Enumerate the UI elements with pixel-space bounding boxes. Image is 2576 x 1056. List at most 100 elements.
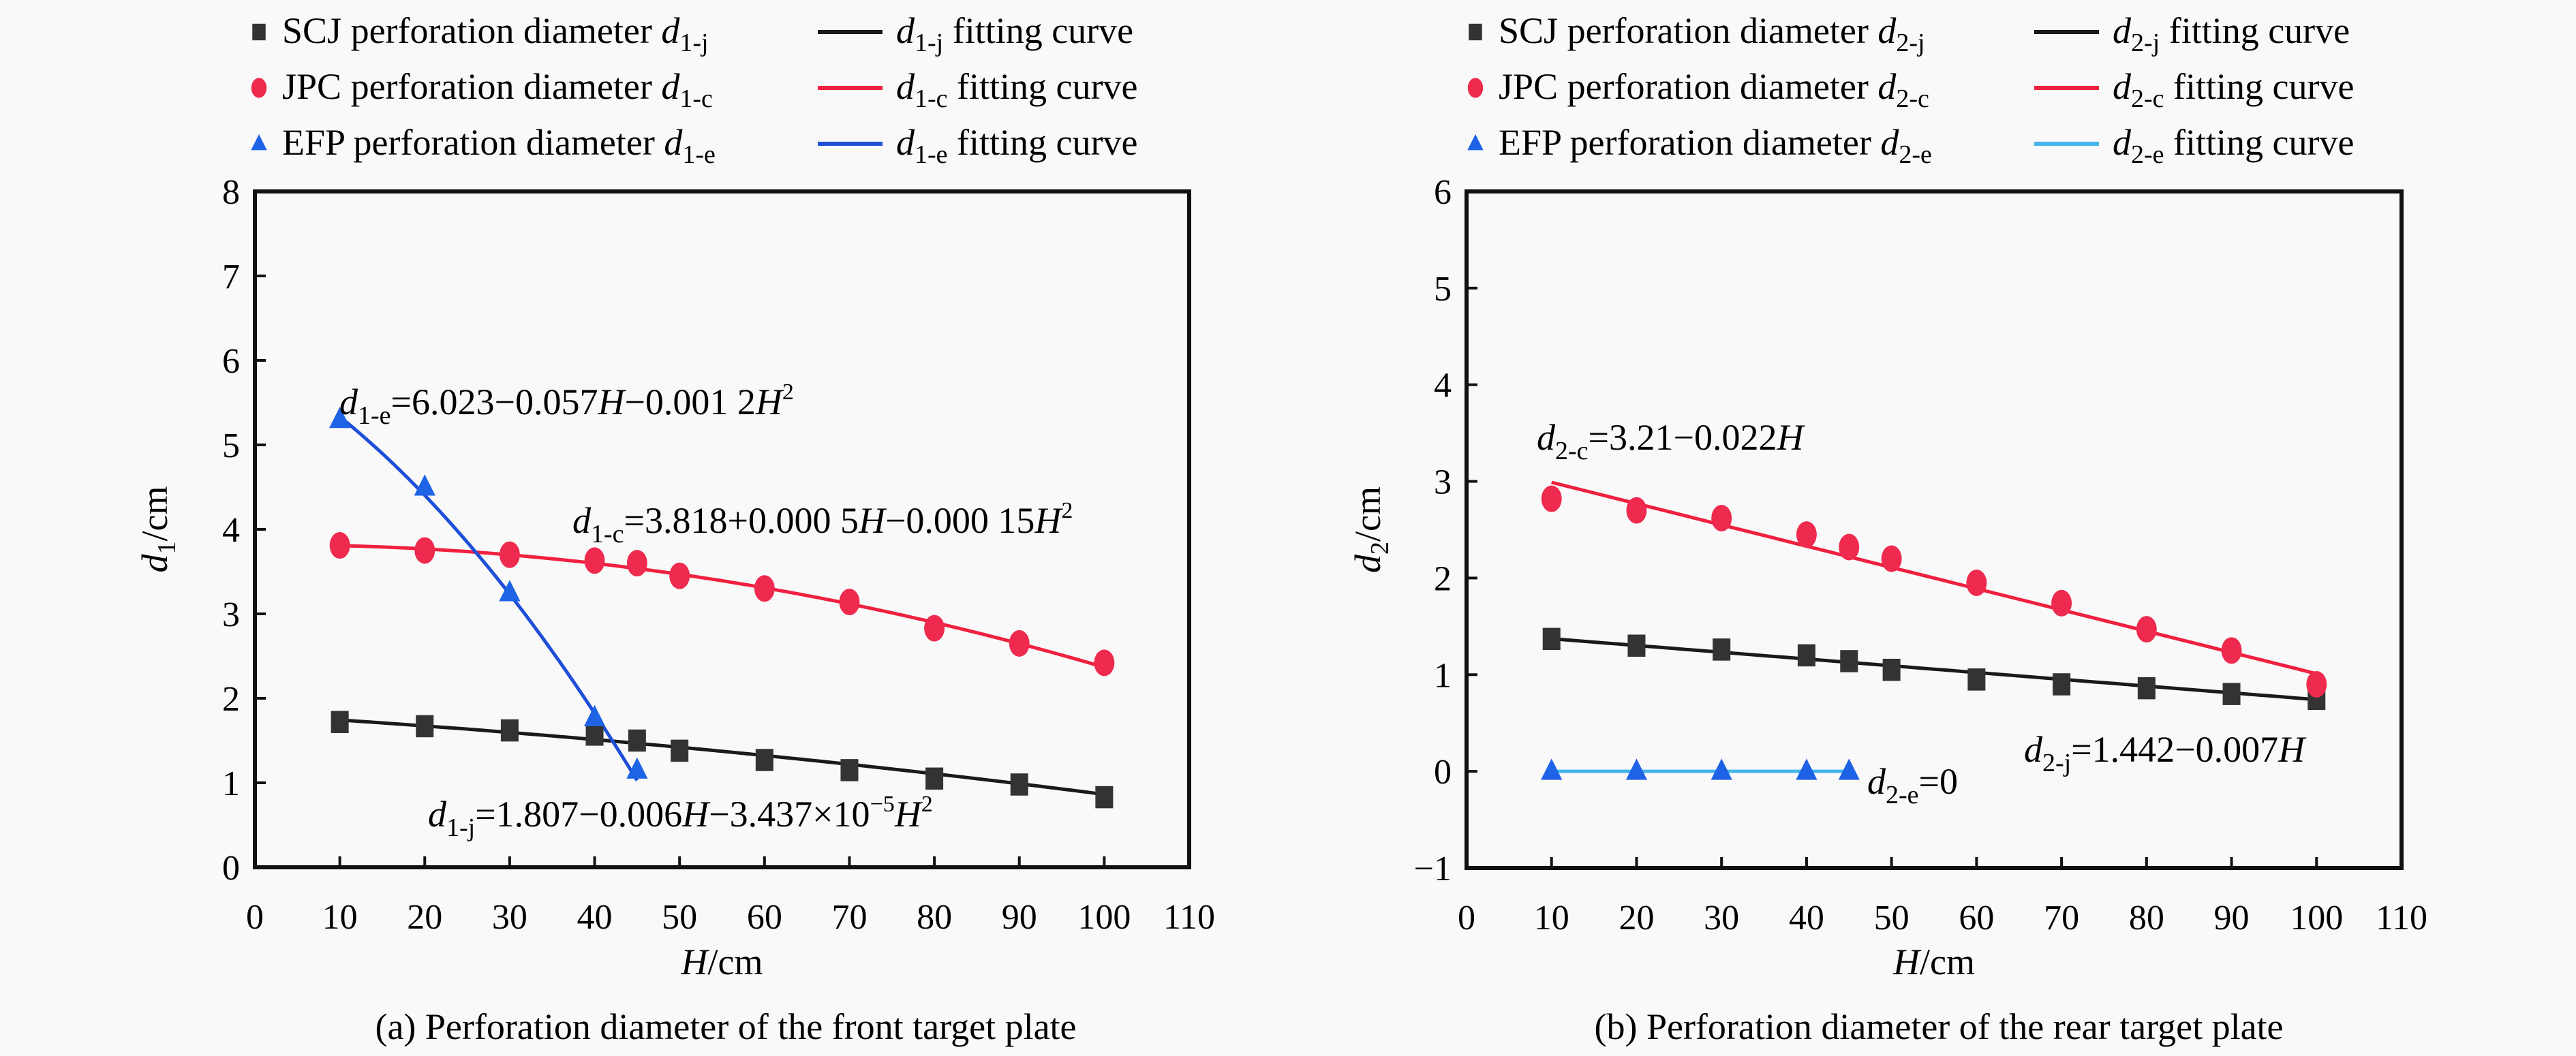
data-point-1-j bbox=[1010, 773, 1028, 796]
y-tick-label: 7 bbox=[222, 258, 240, 296]
plot-area-rear bbox=[1541, 480, 2327, 780]
data-point-2-j bbox=[1797, 644, 1815, 667]
x-tick-label: 20 bbox=[1619, 899, 1654, 937]
legend-label: SCJ perforation diameter d1-j bbox=[282, 10, 709, 57]
equation-2-j: d2-j=1.442−0.007H bbox=[2024, 729, 2307, 777]
legend-marker-triangle-icon bbox=[251, 134, 267, 151]
x-tick-label: 50 bbox=[1874, 899, 1910, 937]
data-point-1-c bbox=[754, 575, 775, 602]
y-tick-label: 5 bbox=[1434, 270, 1452, 309]
equation-1-c: d1-c=3.818+0.000 5H−0.000 15H2 bbox=[572, 498, 1073, 548]
y-tick-label: 6 bbox=[1434, 173, 1452, 212]
data-point-2-c bbox=[1711, 504, 1732, 531]
legend-item-triangle: EFP perforation diameter d2-e d2-e fittin… bbox=[1467, 122, 2354, 169]
data-point-1-c bbox=[1094, 649, 1115, 677]
legend-marker-circle-icon bbox=[1467, 78, 1484, 98]
data-point-2-c bbox=[2221, 637, 2242, 664]
data-point-1-j bbox=[331, 711, 349, 733]
legend-fit-label: d2-c fitting curve bbox=[2113, 66, 2354, 113]
data-point-1-j bbox=[1095, 786, 1114, 809]
legend-rear: SCJ perforation diameter d2-j d2-j fittin… bbox=[1467, 10, 2354, 169]
legend-front: SCJ perforation diameter d1-j d1-j fittin… bbox=[251, 10, 1137, 169]
data-point-1-j bbox=[585, 724, 604, 746]
x-tick-label: 60 bbox=[747, 898, 782, 937]
data-point-2-c bbox=[1541, 485, 1562, 512]
data-point-2-j bbox=[2053, 673, 2071, 696]
plot-frame bbox=[1465, 189, 2404, 870]
x-tick-label: 110 bbox=[2376, 899, 2427, 937]
y-tick-label: 0 bbox=[1434, 753, 1452, 792]
data-point-1-c bbox=[1009, 630, 1030, 657]
data-point-1-c bbox=[499, 541, 520, 568]
y-tick-label: 4 bbox=[222, 511, 240, 550]
legend-item-circle: JPC perforation diameter d1-c d1-c fittin… bbox=[251, 66, 1137, 113]
legend-marker-square-icon bbox=[1469, 23, 1482, 41]
legend-fit-label: d1-j fitting curve bbox=[896, 10, 1133, 57]
data-point-1-j bbox=[628, 729, 646, 752]
data-point-1-e bbox=[626, 757, 648, 779]
data-point-2-c bbox=[1966, 570, 1987, 597]
data-point-2-c bbox=[1881, 545, 1902, 572]
x-tick-label: 70 bbox=[2044, 899, 2079, 937]
y-tick-label: 2 bbox=[1434, 559, 1452, 598]
y-tick-label: 1 bbox=[222, 764, 240, 803]
legend-item-triangle: EFP perforation diameter d1-e d1-e fittin… bbox=[251, 122, 1137, 169]
x-tick-label: 0 bbox=[1458, 899, 1475, 937]
data-point-1-c bbox=[626, 550, 647, 577]
chart-front-plate: SCJ perforation diameter d1-j d1-j fittin… bbox=[134, 10, 1215, 1047]
x-axis-label: H/cm bbox=[1892, 942, 1975, 982]
data-point-2-j bbox=[2137, 677, 2156, 700]
legend-label: JPC perforation diameter d2-c bbox=[1499, 66, 1929, 113]
data-point-1-c bbox=[414, 537, 435, 564]
data-point-2-j bbox=[1882, 658, 1901, 681]
legend-item-square: SCJ perforation diameter d1-j d1-j fittin… bbox=[252, 10, 1133, 57]
legend-label: SCJ perforation diameter d2-j bbox=[1499, 10, 1925, 57]
data-point-1-j bbox=[925, 767, 944, 790]
x-axis-label: H/cm bbox=[681, 942, 763, 982]
y-tick-label: 6 bbox=[222, 342, 240, 381]
data-point-1-e bbox=[583, 704, 606, 726]
data-point-2-c bbox=[2306, 670, 2327, 698]
data-point-2-e bbox=[1541, 758, 1563, 780]
data-point-1-e bbox=[414, 474, 435, 496]
y-axis-label: d2/cm bbox=[1347, 486, 1394, 573]
data-point-2-j bbox=[1542, 627, 1561, 651]
data-point-2-c bbox=[1839, 533, 1860, 561]
y-tick-label: 5 bbox=[222, 426, 240, 465]
equation-1-j: d1-j=1.807−0.006H−3.437×10−5H2 bbox=[428, 792, 933, 842]
data-point-2-j bbox=[2222, 683, 2241, 705]
fit-curve-2-j bbox=[1551, 637, 2317, 702]
x-tick-label: 0 bbox=[246, 898, 264, 937]
legend-marker-square-icon bbox=[252, 23, 266, 41]
x-tick-label: 30 bbox=[492, 898, 527, 937]
data-point-1-c bbox=[584, 547, 605, 574]
data-point-1-j bbox=[840, 759, 859, 781]
fit-curve-1-c bbox=[339, 544, 1105, 669]
y-tick-label: 3 bbox=[1434, 463, 1452, 502]
x-tick-label: 70 bbox=[831, 898, 867, 937]
legend-item-circle: JPC perforation diameter d2-c d2-c fittin… bbox=[1467, 66, 2354, 113]
axes-rear: 0 10 20 30 40 50 60 70 80 90 100 110−10123456H/cmd2… bbox=[1347, 173, 2427, 982]
data-point-2-j bbox=[1713, 638, 1731, 661]
fit-curve-1-e bbox=[339, 415, 639, 781]
x-tick-label: 40 bbox=[1789, 899, 1824, 937]
legend-item-square: SCJ perforation diameter d2-j d2-j fittin… bbox=[1469, 10, 2350, 57]
data-point-2-c bbox=[2136, 616, 2157, 643]
annotations-rear: d2-c=3.21−0.022H d2-j=1.442−0.007H d2-e=0 bbox=[1537, 417, 2307, 809]
y-tick-label: 8 bbox=[222, 173, 240, 212]
equation-2-c: d2-c=3.21−0.022H bbox=[1537, 417, 1805, 465]
fit-curve-2-c bbox=[1551, 480, 2317, 676]
legend-marker-triangle-icon bbox=[1467, 134, 1484, 151]
data-point-2-e bbox=[1625, 758, 1648, 780]
equation-2-e: d2-e=0 bbox=[1867, 761, 1958, 809]
data-point-1-c bbox=[329, 532, 350, 559]
legend-fit-label: d2-j fitting curve bbox=[2113, 10, 2350, 57]
x-tick-label: 10 bbox=[1534, 899, 1569, 937]
x-tick-label: 100 bbox=[1077, 898, 1131, 937]
equation-1-e: d1-e=6.023−0.057H−0.001 2H2 bbox=[339, 379, 794, 430]
x-tick-label: 80 bbox=[917, 898, 952, 937]
x-tick-label: 100 bbox=[2290, 899, 2343, 937]
data-point-2-j bbox=[1840, 650, 1858, 672]
data-point-2-e bbox=[1711, 758, 1732, 780]
